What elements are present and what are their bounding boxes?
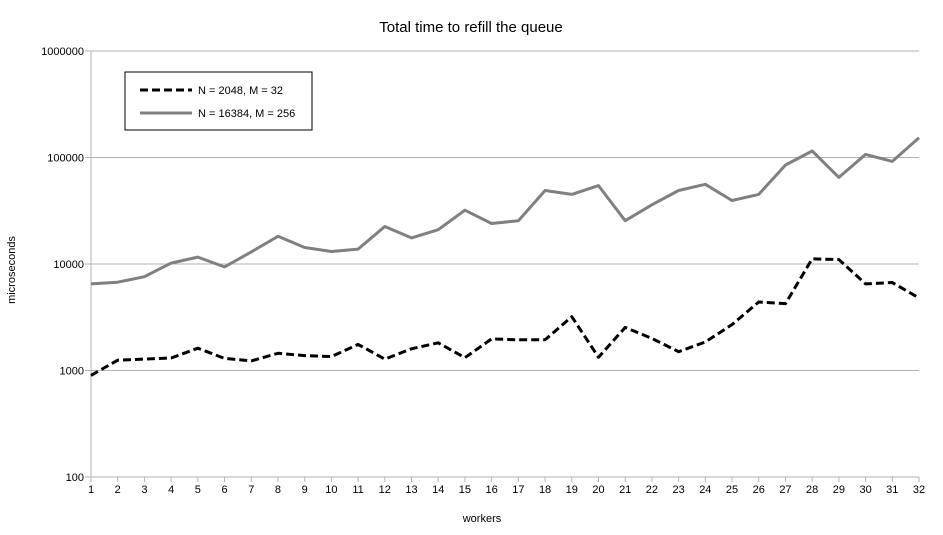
x-tick-label: 32 (913, 484, 925, 496)
x-tick-label: 29 (833, 484, 845, 496)
y-axis-label: microseconds (6, 236, 18, 304)
y-tick-label: 1000 (60, 366, 84, 378)
x-tick-label: 14 (432, 484, 444, 496)
legend-box (124, 71, 313, 131)
x-tick-label: 4 (168, 484, 174, 496)
x-tick-label: 17 (512, 484, 524, 496)
x-tick-label: 6 (221, 484, 227, 496)
x-tick-label: 18 (539, 484, 551, 496)
x-tick-label: 19 (566, 484, 578, 496)
x-tick-label: 2 (115, 484, 121, 496)
x-tick-label: 15 (459, 484, 471, 496)
x-tick-label: 24 (699, 484, 711, 496)
x-tick-label: 23 (672, 484, 684, 496)
x-tick-label: 26 (753, 484, 765, 496)
x-tick-label: 10 (325, 484, 337, 496)
chart-title: Total time to refill the queue (379, 19, 562, 36)
y-tick-label: 100 (66, 472, 84, 484)
x-tick-label: 31 (886, 484, 898, 496)
x-tick-label: 25 (726, 484, 738, 496)
x-tick-label: 7 (248, 484, 254, 496)
x-tick-label: 16 (486, 484, 498, 496)
x-tick-label: 1 (88, 484, 94, 496)
x-tick-label: 30 (859, 484, 871, 496)
y-tick-label: 10000 (53, 259, 84, 271)
series-line-1 (90, 257, 920, 377)
legend: N = 2048, M = 32 N = 16384, M = 256 (124, 71, 313, 131)
legend-label-series-1: N = 2048, M = 32 (198, 85, 283, 97)
x-tick-label: 3 (141, 484, 147, 496)
x-tick-label: 22 (646, 484, 658, 496)
x-tick-label: 28 (806, 484, 818, 496)
x-tick-label: 5 (195, 484, 201, 496)
x-tick-label: 11 (352, 484, 363, 496)
x-tick-label: 9 (302, 484, 308, 496)
x-tick-label: 20 (592, 484, 604, 496)
y-tick-label: 100000 (47, 153, 84, 165)
x-axis-label: workers (462, 513, 502, 525)
series (90, 136, 920, 377)
series-line-2 (90, 136, 920, 286)
x-tick-label: 21 (619, 484, 631, 496)
y-tick-label: 1000000 (41, 46, 84, 58)
x-tick-label: 12 (379, 484, 391, 496)
x-tick-label: 27 (779, 484, 791, 496)
x-tick-label: 8 (275, 484, 281, 496)
x-tick-label: 13 (405, 484, 417, 496)
legend-label-series-2: N = 16384, M = 256 (198, 108, 295, 120)
